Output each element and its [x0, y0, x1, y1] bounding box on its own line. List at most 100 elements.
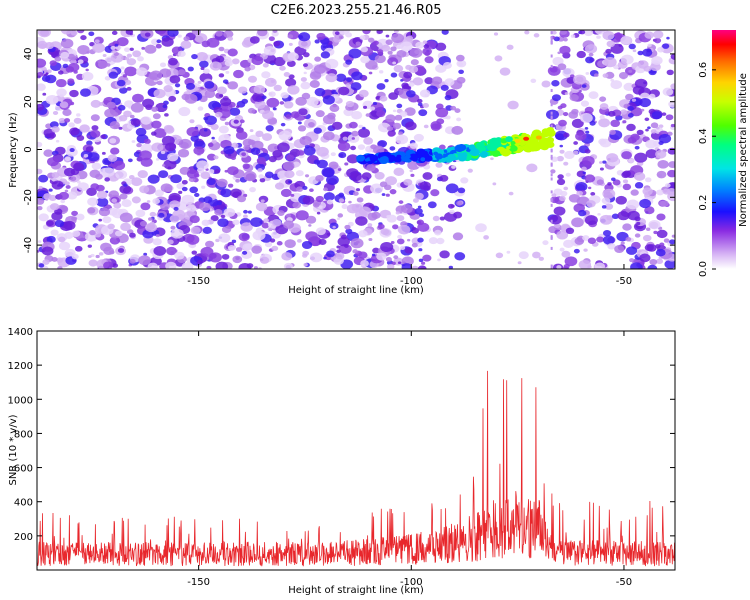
heatmap-cell: [445, 183, 459, 194]
heatmap-cell: [185, 82, 196, 90]
heatmap-cell: [151, 106, 159, 112]
heatmap-cell: [417, 265, 427, 269]
heatmap-cell: [422, 47, 432, 56]
heatmap-cell: [87, 152, 100, 162]
heatmap-cell: [589, 120, 596, 126]
heatmap-cell: [37, 193, 42, 197]
heatmap-cell: [351, 130, 359, 137]
heatmap-cell: [308, 224, 312, 227]
heatmap-cell: [326, 199, 334, 205]
heatmap-cell: [640, 261, 645, 265]
heatmap-cell: [273, 56, 286, 67]
heatmap-cell: [100, 134, 106, 139]
heatmap-cell: [418, 258, 424, 263]
heatmap-cell: [351, 137, 356, 140]
snr-ytick-label: 1000: [8, 395, 33, 406]
heatmap-cell: [598, 118, 611, 128]
heatmap-cell: [550, 38, 553, 42]
heatmap-cell: [227, 245, 236, 251]
heatmap-cell: [278, 130, 292, 141]
heatmap-cell: [432, 215, 440, 222]
heatmap-cell: [588, 91, 599, 99]
heatmap-cell: [199, 60, 209, 68]
heatmap-cell: [170, 225, 176, 230]
heatmap-cell: [611, 213, 620, 220]
heatmap-cell: [174, 83, 181, 88]
heatmap-cell: [338, 86, 350, 96]
heatmap-cell: [283, 100, 294, 109]
heatmap-layer: [37, 30, 675, 269]
heatmap-cell: [345, 83, 351, 88]
heatmap-cell: [186, 126, 199, 137]
heatmap-cell: [271, 219, 282, 227]
heatmap-cell: [202, 226, 212, 234]
heatmap-cell: [431, 76, 443, 85]
heatmap-cell: [670, 83, 675, 90]
heatmap-cell: [231, 58, 240, 65]
heatmap-cell: [392, 224, 399, 230]
heatmap-cell: [338, 152, 347, 159]
heatmap-cell: [627, 105, 634, 111]
heatmap-cell: [121, 199, 132, 208]
heatmap-cell: [590, 192, 596, 196]
heatmap-cell: [506, 44, 514, 50]
heatmap-cell: [116, 79, 126, 87]
heatmap-cell: [257, 168, 263, 173]
heatmap-cell: [571, 108, 579, 115]
heatmap-cell: [235, 130, 248, 140]
heatmap-cell: [627, 113, 634, 118]
heatmap-cell: [164, 125, 175, 134]
heatmap-cell: [271, 245, 279, 252]
heatmap-cell: [603, 230, 612, 237]
heatmap-cell: [387, 131, 395, 137]
heatmap-cell: [582, 156, 595, 166]
heatmap-track-cell: [356, 154, 366, 162]
heatmap-cell: [41, 246, 54, 256]
heatmap-cell: [242, 214, 248, 219]
heatmap-cell: [458, 69, 464, 74]
heatmap-cell: [573, 248, 580, 254]
heatmap-cell: [373, 145, 385, 155]
heatmap-cell: [389, 189, 397, 195]
heatmap-cell: [118, 126, 123, 130]
heatmap-cell: [94, 39, 100, 44]
heatmap-cell: [617, 61, 628, 69]
heatmap-cell: [340, 234, 348, 240]
heatmap-track-cell: [531, 129, 542, 138]
heatmap-cell: [419, 181, 431, 191]
heatmap-cell: [58, 241, 71, 251]
heatmap-cell: [345, 59, 353, 65]
heatmap-cell: [272, 30, 278, 33]
heatmap-cell: [584, 148, 591, 154]
heatmap-cell: [381, 44, 391, 52]
heatmap-ytick-label: 20: [23, 95, 34, 108]
heatmap-cell: [64, 231, 74, 239]
heatmap-cell: [360, 260, 369, 267]
chart-title: C2E6.2023.255.21.46.R05: [270, 3, 441, 18]
heatmap-cell: [189, 186, 199, 194]
heatmap-cell: [419, 89, 431, 98]
heatmap-cell: [670, 123, 675, 128]
heatmap-cell: [117, 104, 126, 111]
heatmap-cell: [538, 256, 544, 261]
heatmap-cell: [626, 246, 638, 255]
heatmap-cell: [393, 167, 405, 177]
heatmap-cell: [606, 40, 616, 48]
heatmap-cell: [385, 39, 393, 45]
heatmap-cell: [422, 172, 433, 180]
heatmap-cell: [620, 109, 628, 115]
heatmap-cell: [576, 190, 584, 196]
heatmap-cell: [332, 225, 336, 229]
heatmap-cell: [122, 74, 127, 78]
heatmap-cell: [135, 67, 148, 77]
heatmap-cell: [284, 170, 295, 179]
heatmap-cell: [224, 121, 230, 126]
heatmap-cell: [154, 189, 164, 197]
heatmap-cell: [588, 52, 594, 57]
heatmap-cell: [636, 221, 641, 226]
heatmap-cell: [329, 104, 340, 113]
heatmap-cell: [124, 79, 132, 86]
heatmap-cell: [263, 218, 270, 223]
heatmap-cell: [526, 163, 538, 173]
heatmap-cell: [196, 160, 209, 171]
